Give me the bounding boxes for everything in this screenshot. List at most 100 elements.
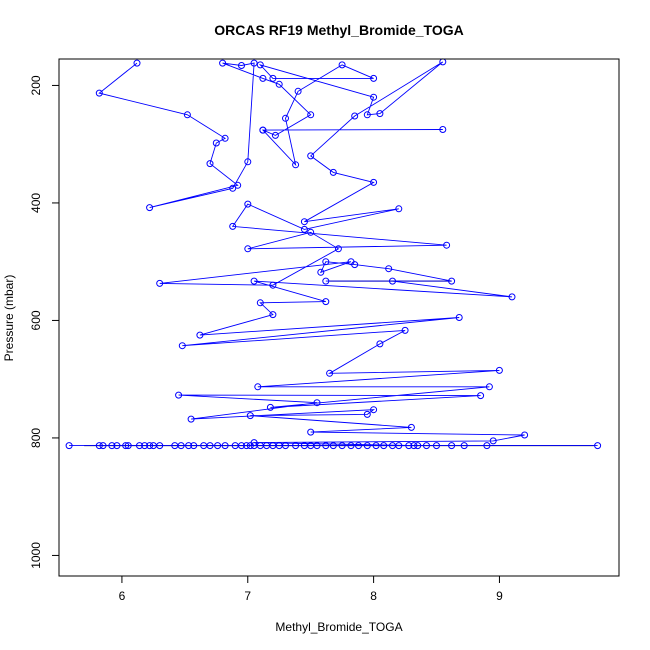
y-tick-label: 1000 (29, 542, 43, 569)
data-point (259, 74, 267, 82)
data-point (238, 62, 245, 69)
data-point (433, 442, 440, 450)
data-point (370, 74, 378, 82)
chart-title: ORCAS RF19 Methyl_Bromide_TOGA (214, 22, 463, 38)
data-point (313, 399, 321, 407)
data-point (156, 279, 164, 287)
data-point (448, 277, 456, 285)
data-point (206, 442, 214, 450)
data-point (229, 222, 237, 230)
data-point (65, 442, 73, 450)
data-point (246, 412, 254, 420)
reference-lines (84, 280, 594, 447)
y-tick-label: 400 (29, 193, 43, 213)
data-point (313, 442, 321, 450)
data-point (221, 134, 229, 142)
data-point (234, 181, 242, 189)
data-point (206, 160, 214, 168)
data-point (395, 205, 403, 213)
data-point (219, 59, 227, 67)
data-point (347, 442, 355, 450)
data-point (414, 442, 422, 450)
data-point (269, 311, 277, 319)
data-point (177, 442, 185, 450)
data-point (99, 442, 107, 450)
data-point (187, 415, 195, 423)
data-point (141, 442, 149, 450)
data-point (329, 168, 337, 176)
data-point (483, 442, 491, 450)
data-point (244, 200, 252, 208)
data-point (254, 383, 262, 391)
data-point (351, 112, 359, 120)
data-point (376, 110, 384, 118)
series-group (65, 58, 602, 450)
data-point (338, 442, 346, 450)
data-point (385, 265, 393, 273)
data-point (175, 391, 183, 399)
data-point (329, 442, 337, 450)
data-point (250, 59, 258, 67)
data-point (178, 342, 186, 350)
data-point (196, 331, 204, 339)
data-point (376, 340, 384, 348)
data-point (269, 74, 277, 82)
data-point (256, 61, 264, 69)
data-point (275, 80, 283, 88)
data-point (355, 442, 362, 450)
data-point (351, 261, 359, 269)
data-point (185, 442, 193, 450)
x-tick-label: 6 (119, 589, 126, 603)
data-point (439, 126, 447, 133)
data-point (300, 218, 308, 226)
data-point (455, 314, 463, 321)
data-point (256, 299, 264, 307)
plot-frame (58, 58, 620, 577)
data-point (322, 258, 330, 266)
data-point (212, 139, 220, 147)
axes: 6 7 8 9 200 400 600 800 1000 (29, 75, 503, 603)
data-point (122, 442, 130, 450)
data-point (292, 442, 300, 450)
y-tick-label: 600 (29, 310, 43, 330)
data-point (372, 442, 380, 450)
data-point (124, 442, 132, 450)
data-point (300, 225, 308, 233)
data-point (495, 366, 503, 374)
data-point (508, 293, 516, 301)
data-point (269, 281, 277, 289)
y-tick-label: 800 (29, 428, 43, 448)
data-point (133, 59, 141, 67)
data-point (407, 423, 415, 431)
data-point (485, 383, 493, 391)
data-point (326, 369, 334, 377)
series-line (98, 61, 525, 447)
data-point (423, 442, 430, 450)
data-point (370, 406, 378, 414)
data-point (229, 184, 237, 192)
data-point (271, 131, 279, 139)
data-point (322, 277, 330, 285)
data-point (156, 442, 164, 450)
data-point (307, 428, 315, 436)
x-tick-label: 9 (496, 589, 503, 603)
data-point (363, 442, 371, 450)
data-point (244, 245, 252, 253)
data-point (370, 93, 378, 101)
data-point (338, 61, 346, 69)
data-point (190, 442, 198, 450)
data-point (401, 326, 409, 334)
y-tick-label: 200 (29, 75, 43, 95)
data-point (146, 204, 154, 212)
data-point (136, 442, 143, 450)
data-point (363, 410, 371, 418)
data-point (370, 178, 378, 186)
data-point (307, 152, 315, 160)
data-point (307, 111, 315, 119)
data-point (282, 114, 289, 122)
data-point (380, 442, 388, 450)
data-point (395, 442, 403, 450)
x-tick-label: 7 (244, 589, 251, 603)
data-point (221, 442, 229, 450)
